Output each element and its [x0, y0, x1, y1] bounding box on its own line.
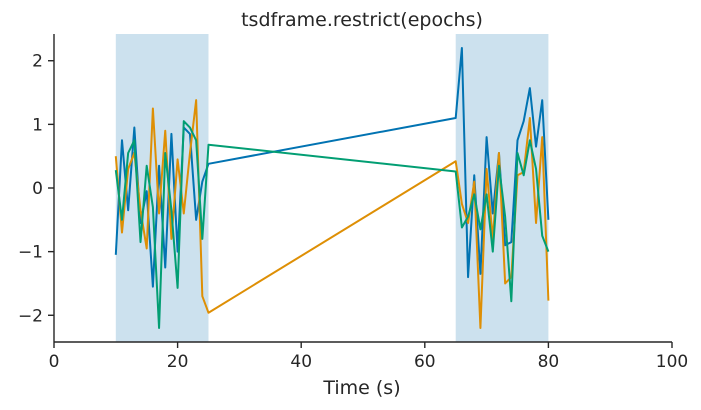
x-tick-label: 100	[656, 352, 688, 372]
y-tick-label: −1	[18, 243, 43, 263]
y-tick-label: 1	[32, 115, 43, 135]
x-tick-label: 0	[49, 352, 60, 372]
x-axis-label: Time (s)	[322, 377, 400, 399]
x-tick-label: 80	[538, 352, 560, 372]
y-tick-label: 2	[32, 52, 43, 72]
series-layer	[114, 47, 550, 329]
series-line-3	[114, 120, 550, 329]
x-tick-label: 60	[414, 352, 436, 372]
x-tick-label: 20	[167, 352, 189, 372]
y-ticks: −2 −1 0 1 2	[18, 52, 54, 326]
x-tick-label: 40	[290, 352, 312, 372]
chart-title: tsdframe.restrict(epochs)	[241, 9, 483, 31]
y-tick-label: −2	[18, 306, 43, 326]
y-tick-label: 0	[32, 179, 43, 199]
x-ticks: 0 20 40 60 80 100	[49, 342, 688, 372]
